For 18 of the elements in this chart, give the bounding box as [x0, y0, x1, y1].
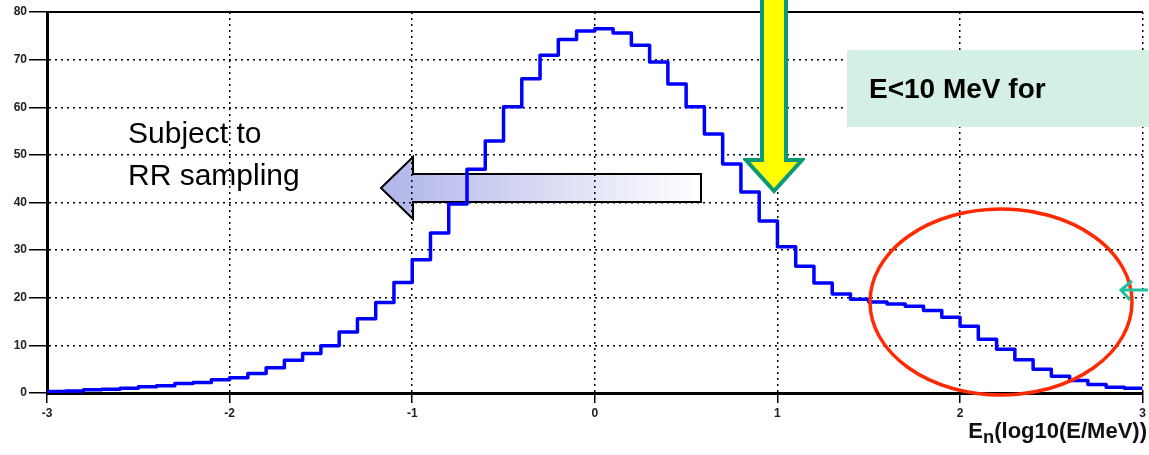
y-tick-label: 50 — [13, 147, 28, 162]
x-tick-label: -2 — [224, 405, 236, 420]
x-tick-label: -3 — [41, 405, 53, 420]
y-tick-label: 30 — [13, 242, 28, 257]
y-tick-label: 70 — [13, 51, 28, 66]
x-tick-label: -1 — [406, 405, 418, 420]
y-tick-label: 20 — [13, 290, 28, 305]
y-tick-label: 0 — [20, 385, 28, 400]
x-tick-label: 2 — [956, 405, 964, 420]
y-tick-label: 10 — [13, 337, 28, 352]
y-tick-label: 80 — [13, 4, 28, 19]
y-tick-label: 60 — [13, 99, 28, 114]
x-tick-label: 3 — [1139, 405, 1147, 420]
annotation: Subject to RR sampling — [128, 115, 300, 193]
y-tick-label: 40 — [13, 194, 28, 209]
x-tick-label: 0 — [591, 405, 599, 420]
x-axis-title: E$_{n}$(log10(E/MeV)) — [968, 418, 1147, 449]
x-tick-label: 1 — [774, 405, 782, 420]
